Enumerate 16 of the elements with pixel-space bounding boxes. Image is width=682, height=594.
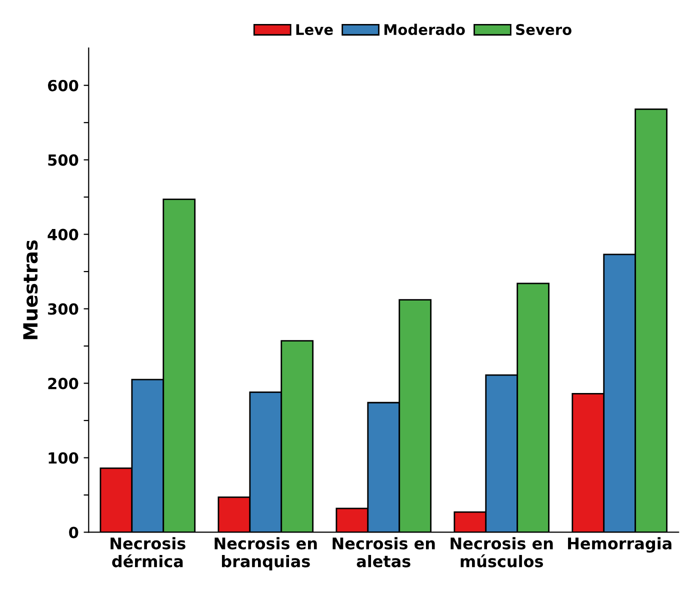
y-tick-label: 100 (48, 452, 78, 464)
x-tick-label: Necrosis en músculos (450, 537, 553, 568)
y-tick-label: 200 (48, 378, 78, 390)
x-tick-label: Hemorragia (568, 537, 672, 553)
legend-label: Leve (296, 24, 333, 36)
legend-label: Severo (516, 24, 572, 36)
legend-label: Moderado (384, 24, 465, 36)
x-tick-label: Necrosis dérmica (110, 537, 186, 568)
y-tick-label: 300 (48, 303, 78, 315)
y-axis-title: Muestras (23, 240, 38, 340)
x-tick-label: Necrosis en aletas (332, 537, 435, 568)
y-tick-label: 600 (48, 80, 78, 92)
y-tick-label: 400 (48, 228, 78, 240)
x-tick-label: Necrosis en branquias (214, 537, 317, 570)
y-tick-label: 0 (69, 526, 78, 538)
y-tick-label: 500 (48, 154, 78, 166)
